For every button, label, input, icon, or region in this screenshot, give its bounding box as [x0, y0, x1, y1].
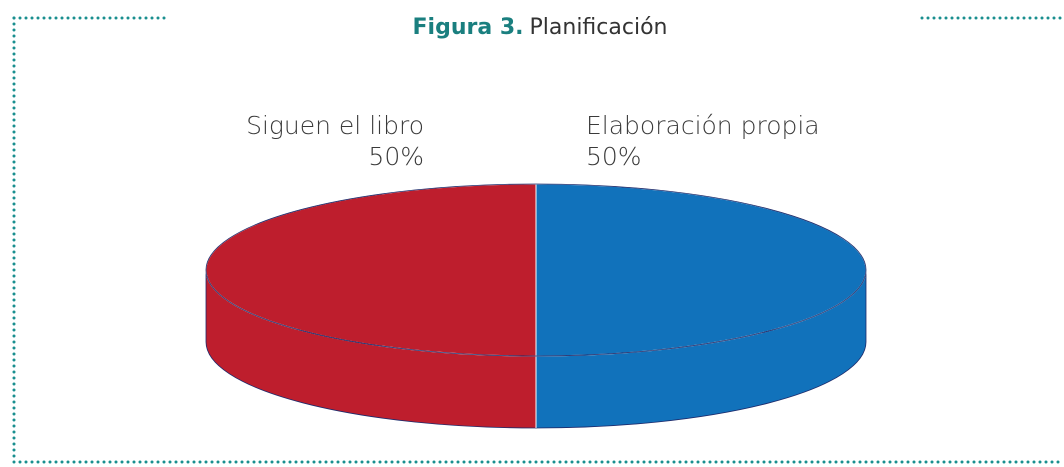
chart-title: Figura 3. Planificación [413, 15, 668, 40]
title-text: Planificación [530, 15, 668, 40]
figure-label: Figura 3. [413, 15, 524, 40]
slice-value-label: 50% [368, 142, 424, 171]
pie-outline [205, 183, 867, 357]
frame [12, 16, 1064, 464]
slice-value-label: 50% [586, 142, 642, 171]
slice-label: Elaboración propia [586, 111, 820, 140]
slice-label: Siguen el libro [246, 111, 424, 140]
